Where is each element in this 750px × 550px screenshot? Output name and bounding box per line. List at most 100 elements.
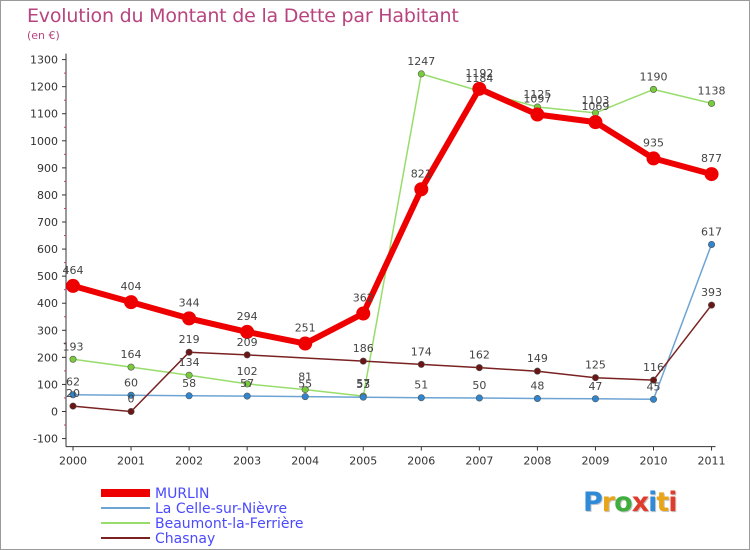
y-tick-label: 1000 <box>30 135 58 148</box>
x-tick-label: 2003 <box>233 455 261 468</box>
data-label: 134 <box>179 356 200 369</box>
data-point <box>243 380 251 388</box>
data-point <box>649 376 657 384</box>
x-tick-label: 2001 <box>117 455 145 468</box>
data-label: 294 <box>237 310 258 323</box>
data-label: 174 <box>411 345 432 358</box>
data-point <box>588 115 603 130</box>
x-tick-label: 2010 <box>640 455 668 468</box>
data-label: 47 <box>588 380 602 393</box>
data-point <box>124 295 139 310</box>
x-tick-label: 2008 <box>523 455 551 468</box>
data-point <box>69 391 77 399</box>
data-label: 1247 <box>407 55 435 68</box>
data-point <box>475 364 483 372</box>
data-point <box>185 371 193 379</box>
data-point <box>69 355 77 363</box>
legend-label: Beaumont-la-Ferrière <box>155 516 304 532</box>
x-tick-label: 2005 <box>349 455 377 468</box>
data-point <box>243 392 251 400</box>
data-point <box>649 85 657 93</box>
data-label: 102 <box>237 365 258 378</box>
legend-label: La Celle-sur-Nièvre <box>155 501 287 517</box>
data-label: 1138 <box>698 84 726 97</box>
data-label: 51 <box>414 379 428 392</box>
data-point <box>414 182 429 197</box>
series-chasnay <box>69 301 716 415</box>
data-point <box>708 99 716 107</box>
data-point <box>708 240 716 248</box>
data-point <box>417 360 425 368</box>
data-point <box>127 391 135 399</box>
data-point <box>359 393 367 401</box>
legend-label: Chasnay <box>155 531 215 547</box>
data-label: 62 <box>66 376 80 389</box>
x-tick-label: 2007 <box>465 455 493 468</box>
data-label: 1190 <box>640 70 668 83</box>
data-point <box>182 311 197 326</box>
data-label: 57 <box>240 377 254 390</box>
x-tick-label: 2000 <box>59 455 87 468</box>
data-label: 0 <box>128 393 135 406</box>
data-label: 164 <box>121 348 142 361</box>
data-label: 344 <box>179 296 200 309</box>
axes: -100010020030040050060070080090010001100… <box>30 53 726 468</box>
data-label: 50 <box>472 379 486 392</box>
y-tick-label: 1300 <box>30 54 58 67</box>
data-label: 219 <box>179 333 200 346</box>
legend-label: MURLIN <box>155 486 209 502</box>
data-label: 57 <box>356 377 370 390</box>
data-label: 186 <box>353 342 374 355</box>
x-tick-label: 2004 <box>291 455 319 468</box>
data-label: 209 <box>237 336 258 349</box>
y-tick-label: 300 <box>37 324 58 337</box>
data-label: 404 <box>121 280 142 293</box>
data-point <box>127 407 135 415</box>
data-label: 162 <box>469 349 490 362</box>
data-label: 81 <box>298 371 312 384</box>
data-point <box>533 367 541 375</box>
data-label: 1103 <box>581 94 609 107</box>
data-point <box>301 393 309 401</box>
series-line <box>70 85 715 347</box>
y-tick-label: 200 <box>37 351 58 364</box>
data-point <box>298 336 313 351</box>
data-label: 935 <box>643 136 664 149</box>
data-label: 45 <box>647 380 661 393</box>
data-point <box>240 324 255 339</box>
y-tick-label: 0 <box>51 406 58 419</box>
series-layer <box>66 70 719 415</box>
y-tick-label: 400 <box>37 297 58 310</box>
y-tick-label: -100 <box>33 433 58 446</box>
data-point <box>185 348 193 356</box>
data-point <box>530 107 545 122</box>
x-tick-label: 2011 <box>698 455 726 468</box>
data-label: 362 <box>353 292 374 305</box>
chart-title: Evolution du Montant de la Dette par Hab… <box>27 5 459 27</box>
x-tick-label: 2002 <box>175 455 203 468</box>
series-la-celle-sur-ni-vre <box>69 240 716 403</box>
x-tick-label: 2009 <box>581 455 609 468</box>
data-label: 48 <box>530 380 544 393</box>
data-label: 877 <box>701 152 722 165</box>
data-point <box>69 402 77 410</box>
series-line <box>72 73 713 397</box>
data-point <box>704 167 719 182</box>
y-tick-label: 1100 <box>30 108 58 121</box>
data-point <box>533 395 541 403</box>
y-tick-label: 800 <box>37 189 58 202</box>
data-label: 393 <box>701 286 722 299</box>
y-tick-label: 500 <box>37 270 58 283</box>
data-label: 1097 <box>523 93 551 106</box>
x-tick-label: 2006 <box>407 455 435 468</box>
data-label: 821 <box>411 167 432 180</box>
data-label: 116 <box>643 361 664 374</box>
data-point <box>417 394 425 402</box>
data-label: 464 <box>63 264 84 277</box>
data-label: 1125 <box>523 88 551 101</box>
data-label: 58 <box>182 377 196 390</box>
data-point <box>472 81 487 96</box>
y-tick-label: 700 <box>37 216 58 229</box>
data-point <box>591 374 599 382</box>
